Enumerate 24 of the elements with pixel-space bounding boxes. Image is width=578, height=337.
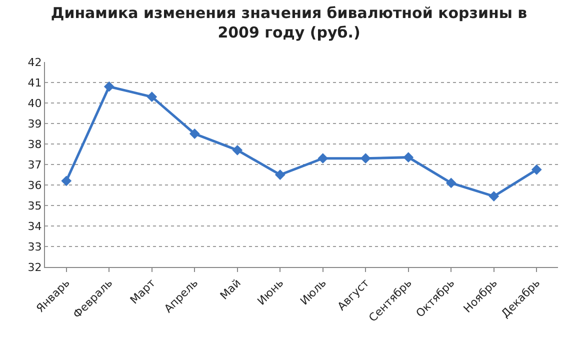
point	[360, 153, 371, 164]
point	[488, 191, 500, 202]
y-tick-label: 38	[28, 138, 42, 151]
point	[403, 152, 414, 163]
y-tick-label: 32	[28, 260, 42, 274]
point	[61, 176, 72, 186]
y-tick-label: 35	[28, 199, 42, 212]
y-tick-label: 33	[28, 240, 42, 254]
y-tick-label: 42	[28, 56, 42, 69]
point	[189, 128, 200, 139]
point	[274, 170, 286, 180]
y-tick-label: 40	[28, 96, 42, 110]
chart-title: Динамика изменения значения бивалютной корзины в 2009 году (руб.)	[50, 4, 528, 42]
point	[104, 81, 114, 92]
point	[146, 92, 158, 102]
point	[446, 178, 456, 188]
point	[531, 164, 542, 175]
y-tick-label: 39	[28, 117, 42, 130]
y-tick-label: 37	[28, 158, 42, 172]
point	[232, 144, 243, 156]
y-tick-label: 36	[28, 178, 42, 192]
point	[318, 153, 328, 164]
y-tick-label: 41	[28, 76, 42, 90]
y-tick-label: 34	[28, 220, 42, 233]
